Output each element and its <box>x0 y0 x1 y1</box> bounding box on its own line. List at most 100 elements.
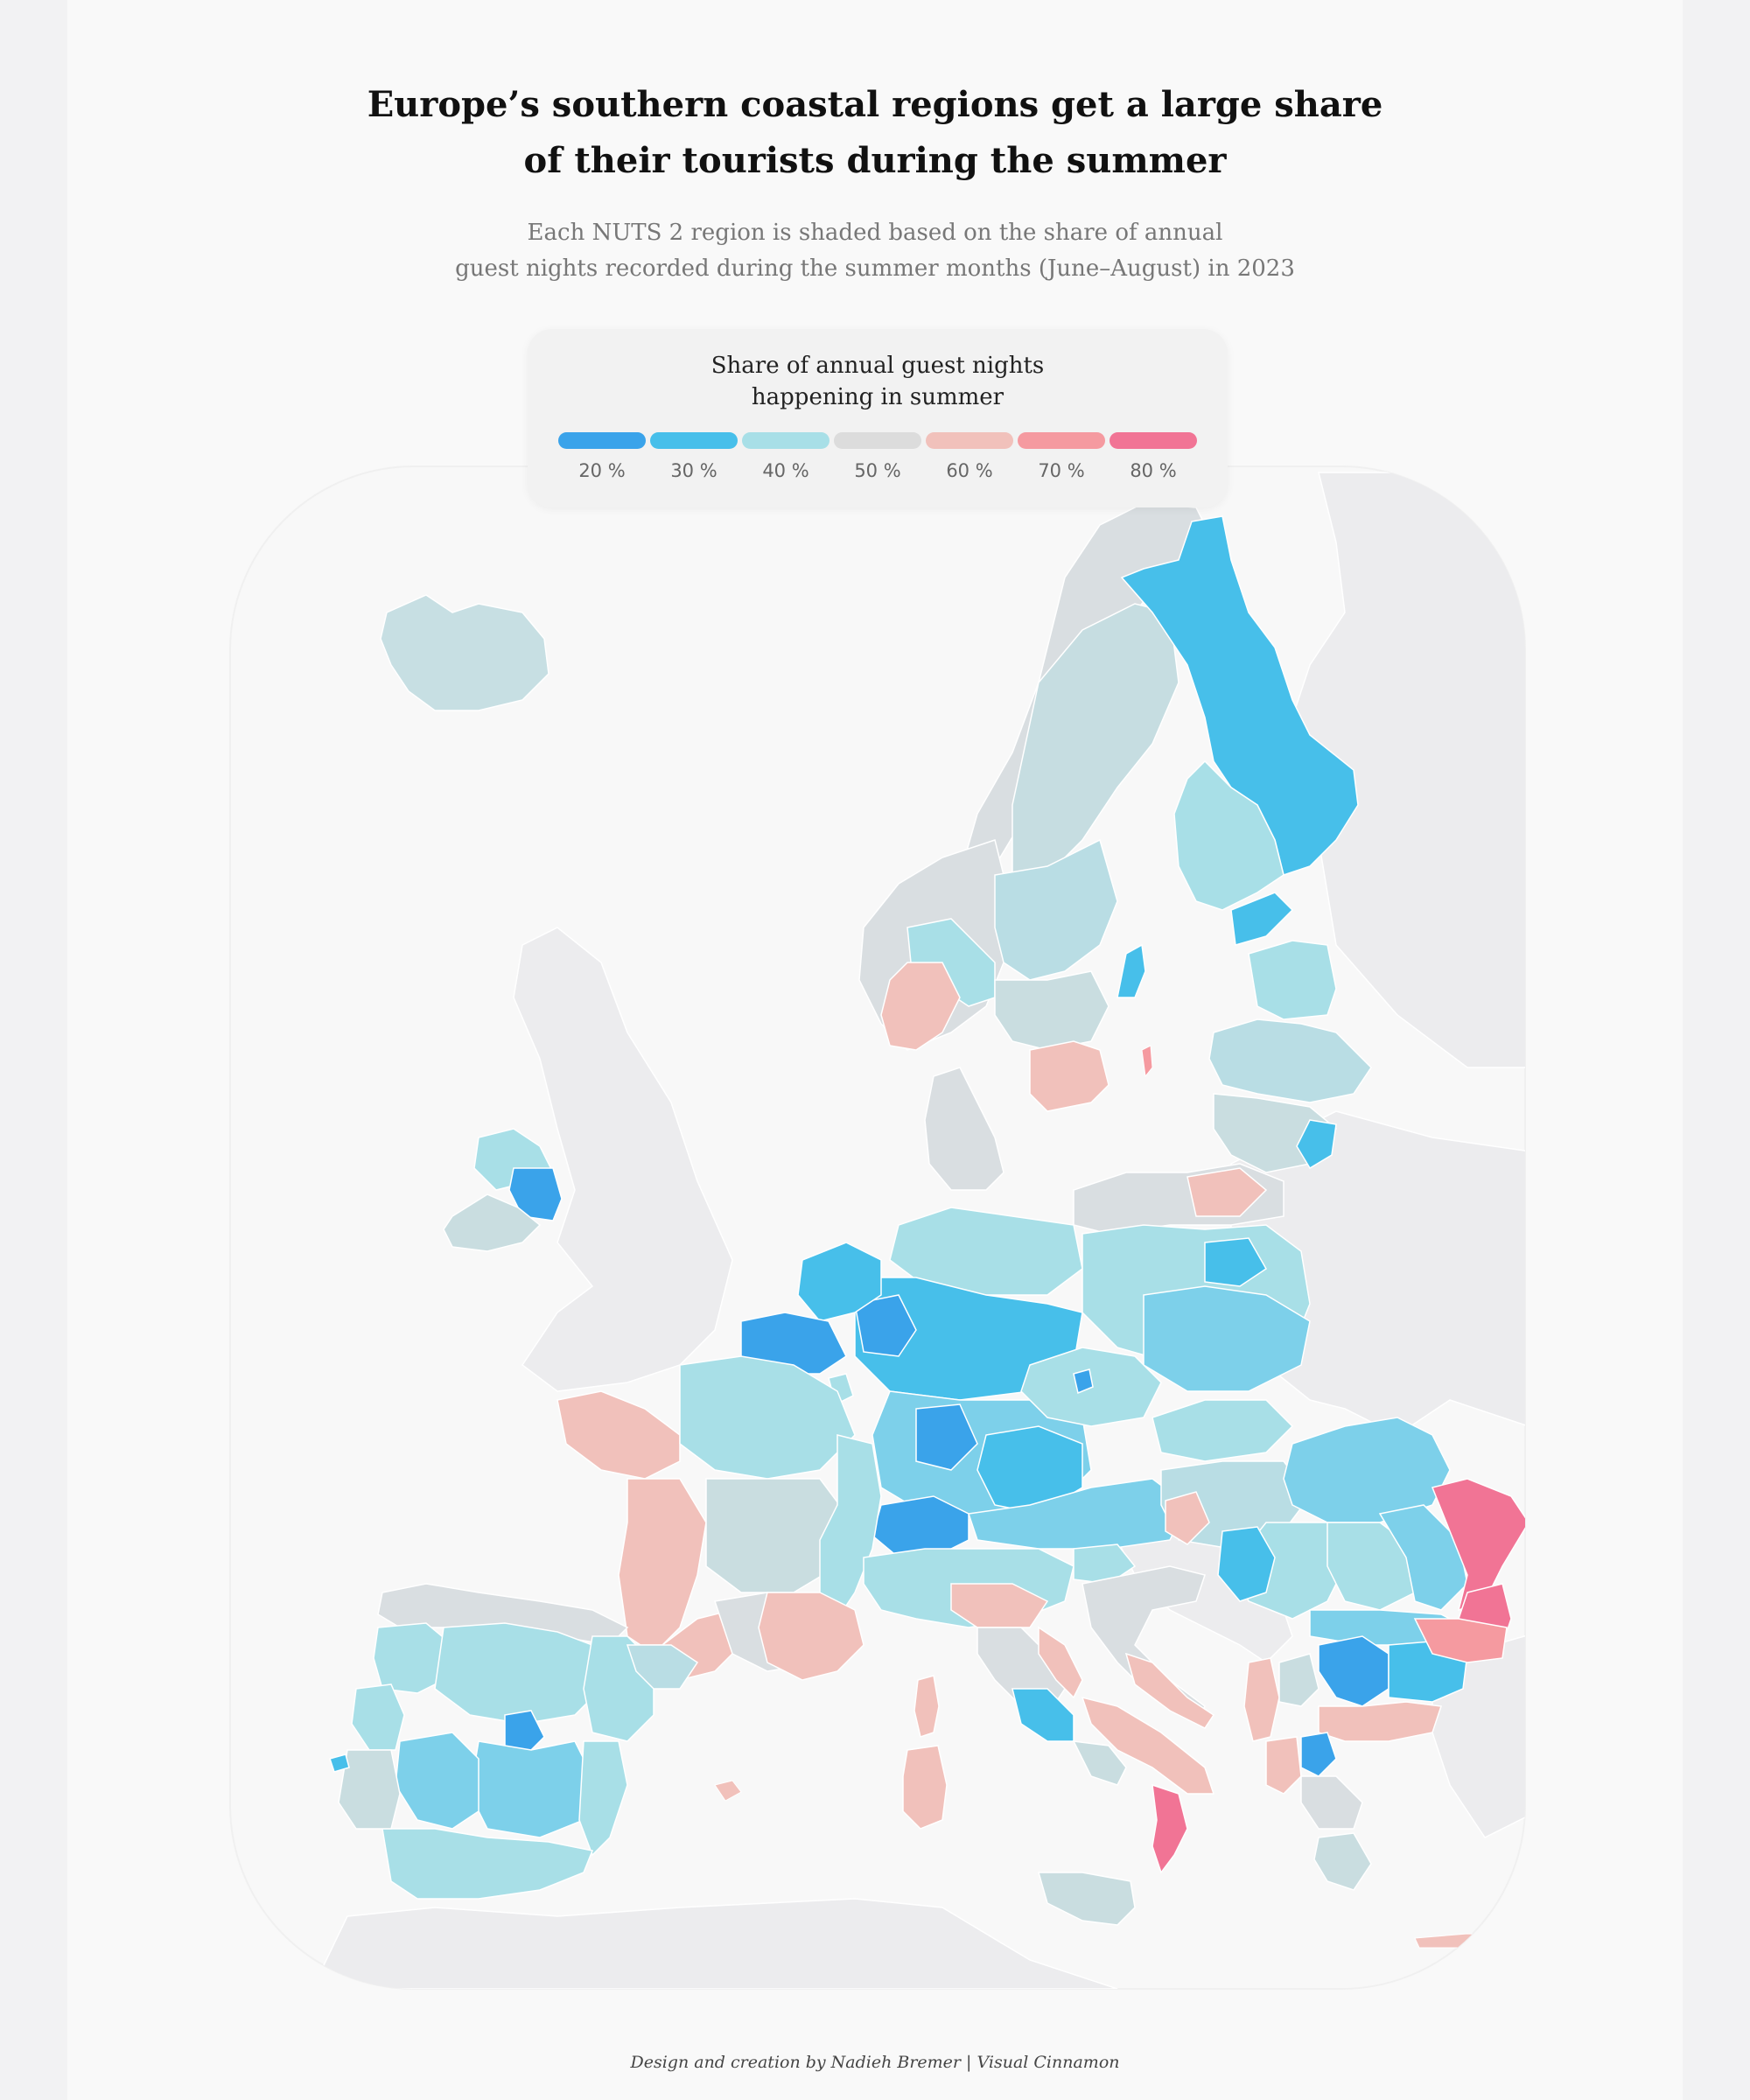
region-poland-pomorskie[interactable] <box>1186 1167 1268 1217</box>
region-romania-centre[interactable] <box>1326 1522 1416 1611</box>
region-greece-west[interactable] <box>1265 1736 1302 1795</box>
legend-label-20: 20 % <box>578 460 626 481</box>
region-sweden-central[interactable] <box>994 838 1118 981</box>
subtitle-line-2: guest nights recorded during the summer … <box>455 256 1295 282</box>
region-iceland <box>380 594 550 711</box>
legend-item-30: 30 % <box>650 432 738 494</box>
region-slovakia[interactable] <box>1152 1399 1294 1462</box>
region-croatia-coast[interactable] <box>1124 1652 1215 1729</box>
legend-panel: Share of annual guest nights happening i… <box>528 329 1228 508</box>
region-germany-north[interactable] <box>889 1207 1083 1296</box>
region-balaton[interactable] <box>1165 1491 1210 1545</box>
region-italy-apulia[interactable] <box>1081 1696 1215 1795</box>
region-france-brittany[interactable] <box>556 1390 681 1480</box>
legend-title-line-1: Share of annual guest nights <box>710 353 1045 379</box>
region-italy-marche[interactable] <box>1038 1626 1083 1699</box>
legend-swatch-30 <box>650 432 738 449</box>
legend-item-50: 50 % <box>834 432 921 494</box>
region-italy-emilia[interactable] <box>950 1583 1049 1628</box>
region-bulgaria-west[interactable] <box>1318 1635 1390 1707</box>
legend-item-60: 60 % <box>926 432 1013 494</box>
legend-swatch-50 <box>834 432 921 449</box>
legend-title-line-2: happening in summer <box>751 384 1004 410</box>
region-romania-southeast[interactable] <box>1431 1478 1529 1612</box>
land-russia-east <box>1274 472 1525 1068</box>
land-uk <box>513 927 733 1392</box>
region-sardinia[interactable] <box>902 1745 948 1830</box>
land-north-africa <box>311 1898 1118 1989</box>
region-france-provence[interactable] <box>758 1592 864 1681</box>
legend-label-60: 60 % <box>946 460 993 481</box>
region-spain-catalonia[interactable] <box>626 1644 699 1690</box>
region-romania-north[interactable] <box>1283 1417 1451 1523</box>
legend-item-20: 20 % <box>558 432 646 494</box>
region-ireland-dublin[interactable] <box>508 1167 563 1222</box>
region-greece-peloponnese[interactable] <box>1313 1832 1372 1891</box>
region-sweden-south[interactable] <box>1029 1040 1110 1112</box>
region-romania-east[interactable] <box>1378 1504 1468 1611</box>
region-france-west[interactable] <box>618 1478 707 1655</box>
region-poland-south[interactable] <box>1143 1285 1311 1392</box>
legend-item-80: 80 % <box>1110 432 1197 494</box>
region-spain-castilla-mancha[interactable] <box>469 1740 593 1838</box>
region-germany-rhine[interactable] <box>854 1294 917 1357</box>
region-slovenia[interactable] <box>1073 1544 1137 1585</box>
region-portugal-north[interactable] <box>351 1684 405 1751</box>
credit-line: Design and creation by Nadieh Bremer | V… <box>630 2053 1120 2072</box>
legend-label-80: 80 % <box>1130 460 1177 481</box>
region-greece-central[interactable] <box>1300 1775 1363 1830</box>
region-finland-helsinki[interactable] <box>1230 892 1294 946</box>
region-portugal-lisbon[interactable] <box>329 1754 350 1773</box>
europe-choropleth-map <box>229 466 1529 1990</box>
region-estonia[interactable] <box>1248 940 1337 1020</box>
region-italy-campania[interactable] <box>1072 1740 1127 1786</box>
region-ireland-south[interactable] <box>443 1194 542 1252</box>
legend-swatch-70 <box>1018 432 1105 449</box>
region-latvia[interactable] <box>1208 1018 1372 1103</box>
region-vilnius[interactable] <box>1296 1119 1337 1170</box>
legend-label-70: 70 % <box>1038 460 1085 481</box>
legend-swatch-80 <box>1110 432 1197 449</box>
legend-item-40: 40 % <box>742 432 830 494</box>
region-sweden-stockholm[interactable] <box>1116 943 1146 998</box>
region-gotland[interactable] <box>1141 1045 1153 1078</box>
title-line-1: Europe’s southern coastal regions get a … <box>367 84 1383 125</box>
chart-subtitle: Each NUTS 2 region is shaded based on th… <box>67 215 1683 287</box>
legend-label-30: 30 % <box>670 460 718 481</box>
region-sicily[interactable] <box>1038 1872 1136 1926</box>
legend-swatch-40 <box>742 432 830 449</box>
region-denmark[interactable] <box>924 1067 1004 1191</box>
region-sweden-smaland[interactable] <box>994 970 1110 1051</box>
region-spain-madrid[interactable] <box>504 1710 545 1755</box>
region-italy-calabria[interactable] <box>1152 1783 1188 1874</box>
region-spain-valencia[interactable] <box>578 1740 628 1857</box>
region-finland-west[interactable] <box>1173 760 1284 911</box>
subtitle-line-1: Each NUTS 2 region is shaded based on th… <box>527 220 1223 246</box>
legend-title: Share of annual guest nights happening i… <box>528 350 1228 413</box>
page: Europe’s southern coastal regions get a … <box>67 0 1683 2100</box>
region-sweden-north[interactable] <box>1012 603 1180 876</box>
region-romania-west-blue[interactable] <box>1217 1526 1276 1602</box>
legend-item-70: 70 % <box>1018 432 1105 494</box>
region-spain-andalucia[interactable] <box>382 1828 594 1900</box>
region-portugal-centre[interactable] <box>338 1749 401 1830</box>
region-netherlands[interactable] <box>797 1242 882 1322</box>
region-greece-thessaly[interactable] <box>1300 1732 1337 1777</box>
region-prague[interactable] <box>1073 1368 1094 1395</box>
legend-swatch-20 <box>558 432 646 449</box>
region-balearics[interactable] <box>714 1780 742 1802</box>
legend-swatch-60 <box>926 432 1013 449</box>
chart-title: Europe’s southern coastal regions get a … <box>67 77 1683 189</box>
region-spain-galicia[interactable] <box>373 1622 453 1694</box>
region-corsica[interactable] <box>914 1675 940 1738</box>
map-regions <box>311 472 1529 1989</box>
region-north-macedonia[interactable] <box>1278 1653 1320 1707</box>
legend-label-40: 40 % <box>762 460 809 481</box>
region-germany-stuttgart[interactable] <box>915 1404 978 1471</box>
region-poland-warsaw[interactable] <box>1204 1237 1267 1287</box>
region-bulgaria-coast[interactable] <box>1413 1618 1508 1663</box>
legend-label-50: 50 % <box>854 460 901 481</box>
region-norway-agder[interactable] <box>880 962 961 1051</box>
region-albania[interactable] <box>1243 1657 1280 1742</box>
title-line-2: of their tourists during the summer <box>523 140 1227 181</box>
